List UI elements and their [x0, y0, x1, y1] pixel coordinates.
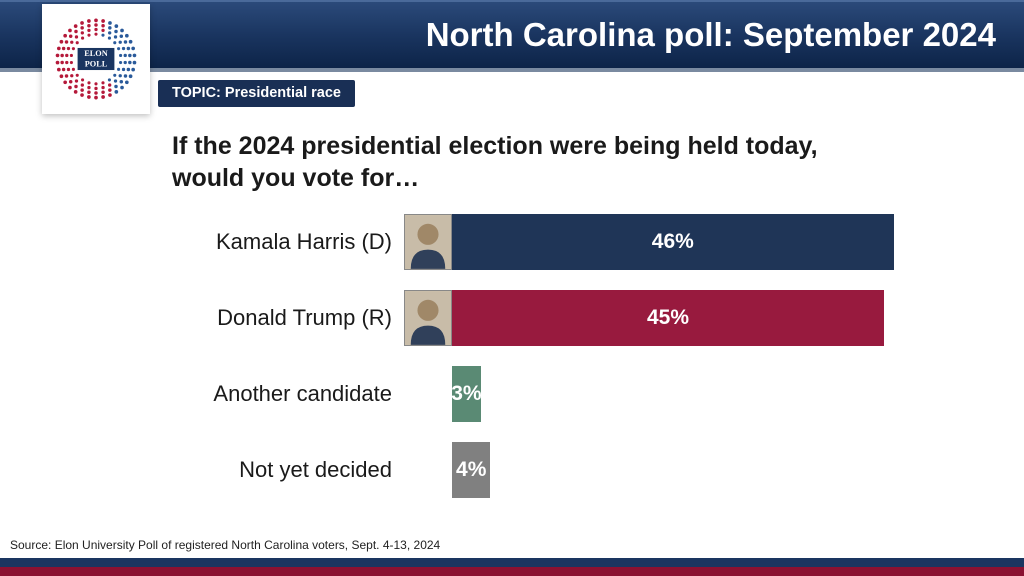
bar-track: 3%: [452, 366, 932, 422]
topic-label: Presidential race: [225, 85, 341, 101]
chart-row: Not yet decided 4%: [172, 440, 932, 500]
bar-pct: 4%: [456, 458, 486, 482]
topic-badge: TOPIC: Presidential race: [158, 80, 355, 107]
poll-question: If the 2024 presidential election were b…: [172, 130, 892, 194]
bar-pct: 3%: [451, 382, 481, 406]
logo-text-top: ELON: [84, 49, 107, 58]
bar: 3%: [452, 366, 481, 422]
chart-row: Kamala Harris (D) 46%: [172, 212, 932, 272]
row-label: Not yet decided: [172, 457, 404, 483]
logo-box: ELON POLL: [42, 4, 150, 114]
bar: 45%: [452, 290, 884, 346]
bar-pct: 45%: [647, 306, 689, 330]
chart-row: Donald Trump (R) 45%: [172, 288, 932, 348]
candidate-photo: [404, 214, 452, 270]
bar-chart: Kamala Harris (D) 46% Donald Trump (R) 45% A…: [172, 212, 932, 516]
footer-red-bar: [0, 567, 1024, 576]
bar-track: 45%: [452, 290, 932, 346]
footer-bars: [0, 558, 1024, 576]
footer-blue-bar: [0, 558, 1024, 567]
bar: 46%: [452, 214, 894, 270]
bar: 4%: [452, 442, 490, 498]
bar-track: 4%: [452, 442, 932, 498]
chart-row: Another candidate 3%: [172, 364, 932, 424]
row-label: Donald Trump (R): [172, 305, 404, 331]
header-title: North Carolina poll: September 2024: [426, 16, 996, 54]
row-label: Another candidate: [172, 381, 404, 407]
header-bar: North Carolina poll: September 2024: [0, 0, 1024, 72]
source-text: Source: Elon University Poll of register…: [10, 538, 440, 552]
bar-pct: 46%: [652, 230, 694, 254]
topic-prefix: TOPIC:: [172, 85, 221, 101]
bar-track: 46%: [452, 214, 932, 270]
elon-poll-logo: ELON POLL: [50, 13, 142, 105]
row-label: Kamala Harris (D): [172, 229, 404, 255]
logo-text-bottom: POLL: [85, 59, 108, 68]
candidate-photo: [404, 290, 452, 346]
